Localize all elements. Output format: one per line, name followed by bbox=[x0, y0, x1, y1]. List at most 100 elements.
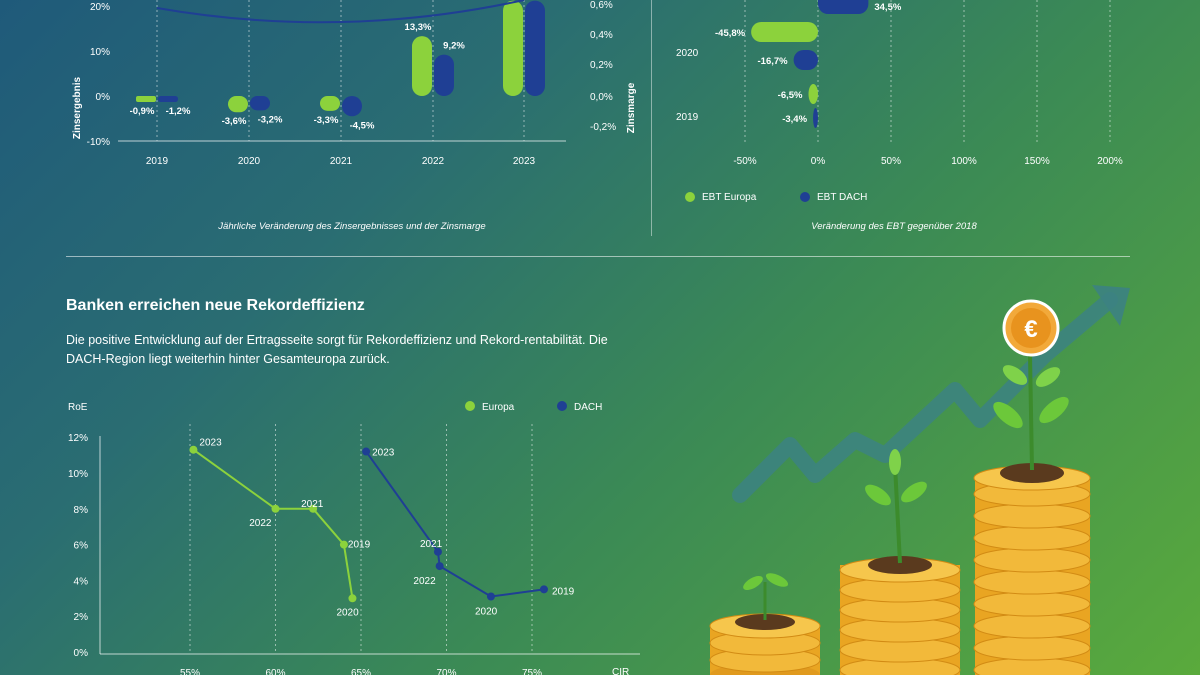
legend-label-dach: DACH bbox=[574, 402, 602, 413]
section-description: Die positive Entwicklung auf der Ertrags… bbox=[66, 333, 608, 366]
point-label: 2020 bbox=[336, 607, 359, 618]
bar bbox=[525, 0, 545, 97]
data-label: 34,5% bbox=[874, 2, 901, 13]
data-point bbox=[433, 547, 442, 556]
vertical-divider bbox=[651, 0, 652, 236]
data-label: -4,5% bbox=[350, 120, 375, 131]
x-tick-label: 60% bbox=[265, 668, 285, 675]
bar bbox=[751, 22, 818, 42]
y2-tick-label: 0,6% bbox=[590, 0, 613, 11]
legend-marker-ebt-dach bbox=[800, 192, 810, 202]
y-axis-label: Zinsergebnis bbox=[72, 76, 83, 139]
x-tick-label: 70% bbox=[436, 668, 456, 675]
x-tick-label: 75% bbox=[522, 668, 542, 675]
legend-label-ebt-dach: EBT DACH bbox=[817, 192, 867, 203]
point-label: 2023 bbox=[199, 438, 222, 449]
bar bbox=[434, 54, 454, 96]
x-tick-label: 2020 bbox=[238, 156, 261, 167]
bar bbox=[342, 96, 362, 117]
point-label: 2022 bbox=[249, 518, 272, 529]
bar bbox=[503, 0, 523, 97]
data-point bbox=[348, 594, 357, 603]
x-tick-label: 2019 bbox=[146, 156, 169, 167]
roe-cir-chart: 12% 10% 8% 6% 4% 2% 0% 55% 60% 65% 70% 75% 2023 202… bbox=[68, 401, 640, 675]
y2-tick-label: 0,4% bbox=[590, 30, 613, 41]
y-tick-label: 4% bbox=[74, 576, 89, 587]
growth-illustration: € bbox=[709, 285, 1130, 675]
data-label: -3,4% bbox=[782, 114, 807, 125]
data-label: -3,3% bbox=[314, 115, 339, 126]
y-tick-label: 0% bbox=[96, 92, 111, 103]
y-tick-label: 0% bbox=[74, 648, 89, 659]
x-tick-label: 50% bbox=[881, 156, 901, 167]
section-title: Banken erreichen neue Rekordeffizienz bbox=[66, 297, 365, 314]
data-label: -6,5% bbox=[778, 90, 803, 101]
x-tick-label: -50% bbox=[733, 156, 756, 167]
x-tick-label: 2022 bbox=[422, 156, 445, 167]
point-label: 2021 bbox=[420, 539, 443, 550]
bar bbox=[808, 84, 818, 104]
x-tick-label: 55% bbox=[180, 668, 200, 675]
y-tick-label: 6% bbox=[74, 541, 89, 552]
x-tick-label: 2023 bbox=[513, 156, 536, 167]
data-point bbox=[435, 562, 444, 571]
y2-axis-label: Zinsmarge bbox=[626, 82, 637, 133]
growth-arrow-icon bbox=[732, 285, 1130, 503]
legend-label-europa: Europa bbox=[482, 402, 515, 413]
series-line bbox=[192, 448, 354, 599]
y2-tick-label: 0,2% bbox=[590, 60, 613, 71]
data-point bbox=[271, 504, 280, 513]
x-tick-label: 2021 bbox=[330, 156, 353, 167]
bar bbox=[813, 108, 818, 128]
x-tick-label: 100% bbox=[951, 156, 977, 167]
series-line bbox=[365, 450, 545, 598]
data-label: -45,8% bbox=[715, 28, 746, 39]
coin-stack-small-icon bbox=[709, 573, 821, 675]
x-tick-label: 200% bbox=[1097, 156, 1123, 167]
data-label: -1,2% bbox=[166, 106, 191, 117]
data-label: -16,7% bbox=[758, 56, 789, 67]
legend-marker-europa bbox=[465, 401, 475, 411]
legend-marker-dach bbox=[557, 401, 567, 411]
y-tick-label: 8% bbox=[74, 505, 89, 516]
data-label: -0,9% bbox=[130, 106, 155, 117]
y-tick-label: 2% bbox=[74, 612, 89, 623]
point-label: 2023 bbox=[372, 448, 395, 459]
point-label: 2022 bbox=[413, 576, 436, 587]
bar bbox=[818, 0, 869, 14]
y-tick-label: 20% bbox=[90, 2, 110, 13]
chart-caption: Veränderung des EBT gegenüber 2018 bbox=[811, 221, 977, 232]
bar bbox=[228, 96, 248, 113]
x-tick-label: 0% bbox=[811, 156, 826, 167]
y-tick-label: -10% bbox=[87, 137, 110, 148]
y2-tick-label: 0,0% bbox=[590, 92, 613, 103]
bar bbox=[136, 96, 156, 102]
data-label: -3,2% bbox=[258, 114, 283, 125]
y-tick-label: 12% bbox=[68, 433, 88, 444]
svg-text:€: € bbox=[1024, 316, 1037, 343]
x-tick-label: 150% bbox=[1024, 156, 1050, 167]
data-label: -3,6% bbox=[222, 116, 247, 127]
horizontal-divider bbox=[66, 256, 1130, 257]
y2-tick-label: -0,2% bbox=[590, 122, 616, 133]
data-label: 9,2% bbox=[443, 41, 465, 52]
y-axis-label: RoE bbox=[68, 402, 88, 413]
data-point bbox=[189, 445, 198, 454]
zinsmarge-line bbox=[156, 0, 525, 24]
data-point bbox=[339, 540, 348, 549]
data-point bbox=[486, 592, 495, 601]
interest-chart: 20% 10% 0% -10% 0,6% 0,4% 0,2% 0,0% -0,2% 2019 2… bbox=[72, 0, 637, 232]
point-label: 2020 bbox=[475, 607, 498, 618]
data-point bbox=[309, 504, 318, 513]
data-point bbox=[362, 447, 371, 456]
chart-caption: Jährliche Veränderung des Zinsergebnisse… bbox=[217, 221, 485, 232]
data-label: 13,3% bbox=[405, 22, 432, 33]
bar bbox=[250, 96, 270, 111]
bar bbox=[320, 96, 340, 111]
point-label: 2019 bbox=[348, 540, 371, 551]
bar bbox=[158, 96, 178, 102]
euro-coin-icon: € bbox=[1002, 299, 1060, 357]
legend-marker-ebt-europa bbox=[685, 192, 695, 202]
ebt-chart: -50% 0% 50% 100% 150% 200% 2020 2019 34,5% -45,… bbox=[676, 0, 1123, 232]
bar bbox=[793, 50, 818, 70]
